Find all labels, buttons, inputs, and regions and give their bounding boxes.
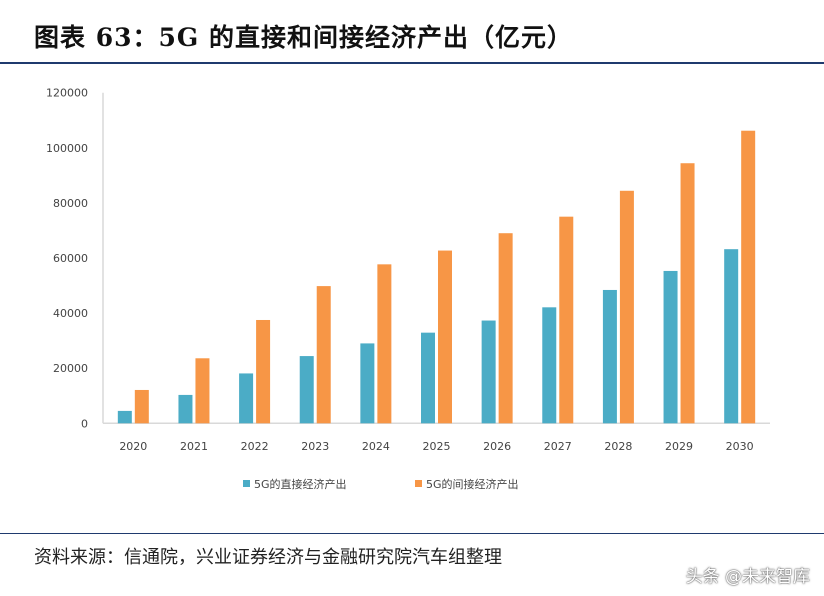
legend-label: 5G的直接经济产出 bbox=[254, 477, 347, 491]
y-tick-label: 120000 bbox=[46, 87, 88, 100]
y-tick-label: 40000 bbox=[53, 307, 88, 320]
bar-direct-2022 bbox=[239, 373, 254, 424]
bar-indirect-2030 bbox=[741, 130, 756, 424]
x-tick-label: 2029 bbox=[665, 440, 693, 453]
x-tick-label: 2030 bbox=[726, 440, 754, 453]
x-tick-label: 2023 bbox=[301, 440, 329, 453]
bar-direct-2023 bbox=[299, 356, 314, 424]
watermark: 头条 @未来智库 bbox=[685, 567, 810, 587]
y-tick-label: 20000 bbox=[53, 362, 88, 375]
bar-indirect-2025 bbox=[438, 250, 452, 424]
bar-indirect-2028 bbox=[619, 190, 634, 424]
x-tick-label: 2020 bbox=[119, 440, 147, 453]
legend-swatch bbox=[415, 480, 422, 487]
bar-indirect-2022 bbox=[256, 319, 271, 424]
bar-direct-2030 bbox=[724, 249, 739, 424]
bar-indirect-2021 bbox=[195, 358, 210, 424]
y-tick-label: 60000 bbox=[53, 252, 88, 265]
y-tick-label: 0 bbox=[81, 417, 88, 430]
legend-label: 5G的间接经济产出 bbox=[426, 477, 519, 491]
x-tick-label: 2028 bbox=[604, 440, 632, 453]
bar-direct-2021 bbox=[178, 394, 193, 424]
bar-direct-2027 bbox=[542, 307, 557, 424]
bar-indirect-2027 bbox=[559, 216, 574, 424]
x-tick-label: 2026 bbox=[483, 440, 511, 453]
x-tick-label: 2021 bbox=[180, 440, 208, 453]
bar-indirect-2020 bbox=[134, 389, 149, 424]
bar-direct-2024 bbox=[360, 343, 375, 424]
top-divider bbox=[0, 62, 824, 64]
x-tick-label: 2027 bbox=[544, 440, 572, 453]
legend-swatch bbox=[243, 480, 250, 487]
x-tick-label: 2024 bbox=[362, 440, 390, 453]
bar-indirect-2029 bbox=[680, 163, 695, 424]
bottom-divider bbox=[0, 533, 824, 534]
bar-indirect-2023 bbox=[316, 286, 331, 424]
x-tick-label: 2025 bbox=[423, 440, 451, 453]
y-tick-label: 80000 bbox=[53, 197, 88, 210]
x-tick-label: 2022 bbox=[241, 440, 269, 453]
figure-title: 图表 63：5G 的直接和间接经济产出（亿元） bbox=[34, 23, 573, 52]
y-tick-label: 100000 bbox=[46, 142, 88, 155]
source-note: 资料来源：信通院，兴业证券经济与金融研究院汽车组整理 bbox=[34, 547, 502, 568]
bar-direct-2029 bbox=[663, 270, 678, 424]
bar-direct-2028 bbox=[602, 289, 617, 424]
bar-indirect-2024 bbox=[377, 264, 392, 424]
bar-direct-2025 bbox=[421, 332, 435, 424]
bar-direct-2026 bbox=[481, 320, 496, 424]
bar-indirect-2026 bbox=[498, 233, 513, 424]
bar-direct-2020 bbox=[117, 410, 132, 424]
